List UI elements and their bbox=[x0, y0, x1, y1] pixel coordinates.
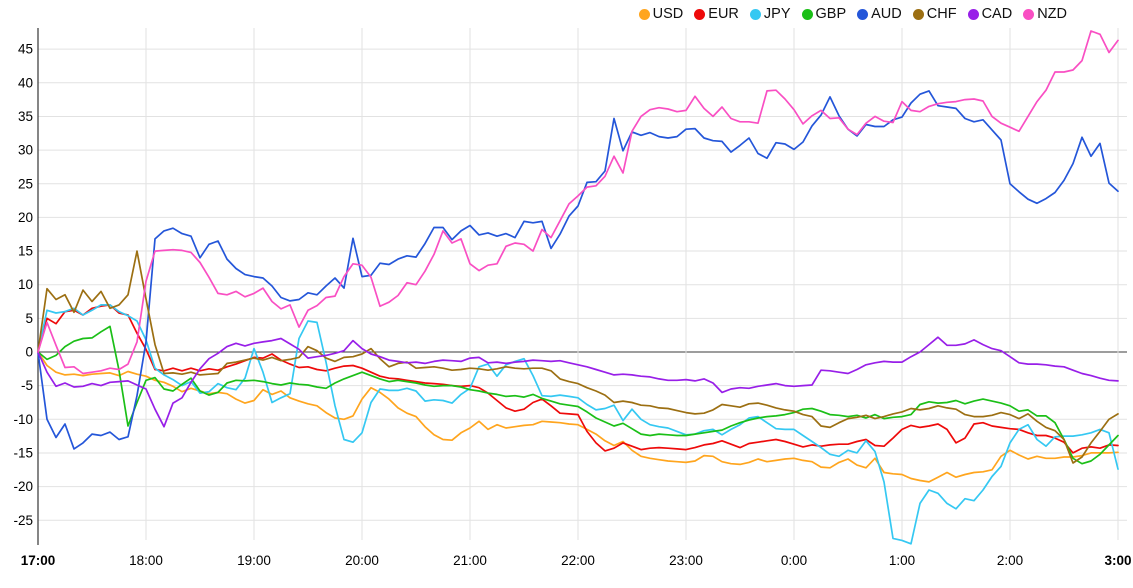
x-axis-tick-label: 22:00 bbox=[561, 553, 595, 568]
legend-item-chf[interactable]: CHF bbox=[912, 4, 957, 24]
y-axis-tick-label: -15 bbox=[13, 445, 33, 460]
x-axis-tick-label: 2:00 bbox=[997, 553, 1023, 568]
legend-dot-chf-icon bbox=[912, 8, 924, 20]
y-axis-tick-label: 5 bbox=[25, 311, 33, 326]
legend-dot-gbp-icon bbox=[801, 8, 813, 20]
y-axis-tick-label: 30 bbox=[18, 143, 33, 158]
legend-label: GBP bbox=[815, 6, 847, 22]
legend-item-nzd[interactable]: NZD bbox=[1023, 4, 1067, 24]
legend-item-cad[interactable]: CAD bbox=[967, 4, 1013, 24]
chart-legend: USD EUR JPY GBP AUD CHF CAD NZD bbox=[638, 4, 1067, 24]
legend-item-aud[interactable]: AUD bbox=[857, 4, 902, 24]
y-axis-tick-label: -5 bbox=[21, 378, 33, 393]
y-axis-tick-label: -25 bbox=[13, 513, 33, 528]
y-axis-tick-label: -20 bbox=[13, 479, 33, 494]
legend-label: JPY bbox=[763, 6, 791, 22]
legend-item-gbp[interactable]: GBP bbox=[801, 4, 847, 24]
y-axis-tick-label: 45 bbox=[18, 42, 33, 57]
legend-dot-jpy-icon bbox=[749, 8, 761, 20]
legend-item-jpy[interactable]: JPY bbox=[749, 4, 791, 24]
legend-item-eur[interactable]: EUR bbox=[694, 4, 739, 24]
y-axis-tick-label: 20 bbox=[18, 210, 33, 225]
series-line-jpy bbox=[37, 304, 1119, 545]
legend-label: AUD bbox=[871, 6, 902, 22]
legend-dot-nzd-icon bbox=[1023, 8, 1035, 20]
y-axis-tick-label: -10 bbox=[13, 412, 33, 427]
x-axis-tick-label: 20:00 bbox=[345, 553, 379, 568]
y-axis-tick-label: 15 bbox=[18, 244, 33, 259]
series-line-cad bbox=[37, 336, 1119, 428]
legend-label: CHF bbox=[926, 6, 957, 22]
series-line-nzd bbox=[37, 30, 1119, 375]
x-axis-tick-label: 3:00 bbox=[1104, 553, 1131, 568]
legend-label: NZD bbox=[1037, 6, 1067, 22]
y-axis-tick-label: 40 bbox=[18, 75, 33, 90]
x-axis-tick-label: 1:00 bbox=[889, 553, 915, 568]
y-axis-tick-label: 0 bbox=[25, 345, 33, 360]
series-line-aud bbox=[37, 90, 1119, 450]
y-axis-tick-label: 35 bbox=[18, 109, 33, 124]
series-line-chf bbox=[37, 250, 1119, 464]
y-axis-tick-label: 25 bbox=[18, 176, 33, 191]
y-axis-tick-label: 10 bbox=[18, 277, 33, 292]
legend-dot-cad-icon bbox=[967, 8, 979, 20]
legend-dot-aud-icon bbox=[857, 8, 869, 20]
x-axis-tick-label: 23:00 bbox=[669, 553, 703, 568]
legend-item-usd[interactable]: USD bbox=[638, 4, 684, 24]
legend-dot-usd-icon bbox=[638, 8, 650, 20]
legend-label: EUR bbox=[708, 6, 739, 22]
x-axis-tick-label: 19:00 bbox=[237, 553, 271, 568]
x-axis-tick-label: 0:00 bbox=[781, 553, 807, 568]
x-axis-tick-label: 18:00 bbox=[129, 553, 163, 568]
x-axis-tick-label: 17:00 bbox=[21, 553, 56, 568]
series-line-eur bbox=[37, 304, 1119, 454]
legend-label: USD bbox=[652, 6, 684, 22]
legend-label: CAD bbox=[981, 6, 1013, 22]
x-axis-tick-label: 21:00 bbox=[453, 553, 487, 568]
legend-dot-eur-icon bbox=[694, 8, 706, 20]
series-line-gbp bbox=[37, 325, 1119, 465]
